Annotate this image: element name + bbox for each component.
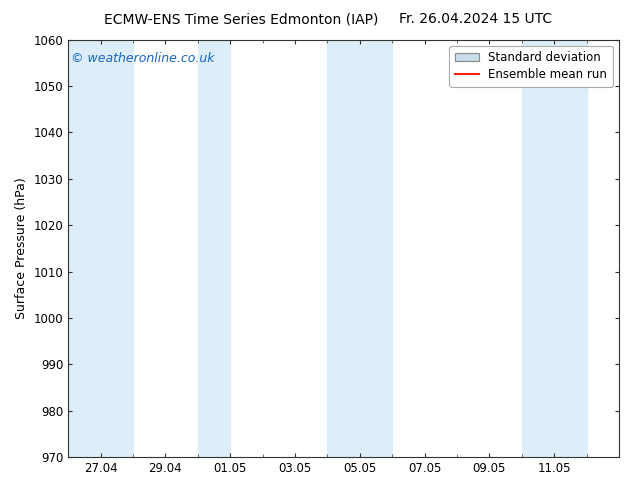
Bar: [68, 40, 133, 457]
Legend: Standard deviation, Ensemble mean run: Standard deviation, Ensemble mean run: [450, 46, 613, 87]
Bar: [327, 40, 392, 457]
Bar: [522, 40, 586, 457]
Bar: [198, 40, 230, 457]
Text: Fr. 26.04.2024 15 UTC: Fr. 26.04.2024 15 UTC: [399, 12, 552, 26]
Text: ECMW-ENS Time Series Edmonton (IAP): ECMW-ENS Time Series Edmonton (IAP): [104, 12, 378, 26]
Y-axis label: Surface Pressure (hPa): Surface Pressure (hPa): [15, 177, 28, 319]
Text: © weatheronline.co.uk: © weatheronline.co.uk: [71, 52, 214, 65]
